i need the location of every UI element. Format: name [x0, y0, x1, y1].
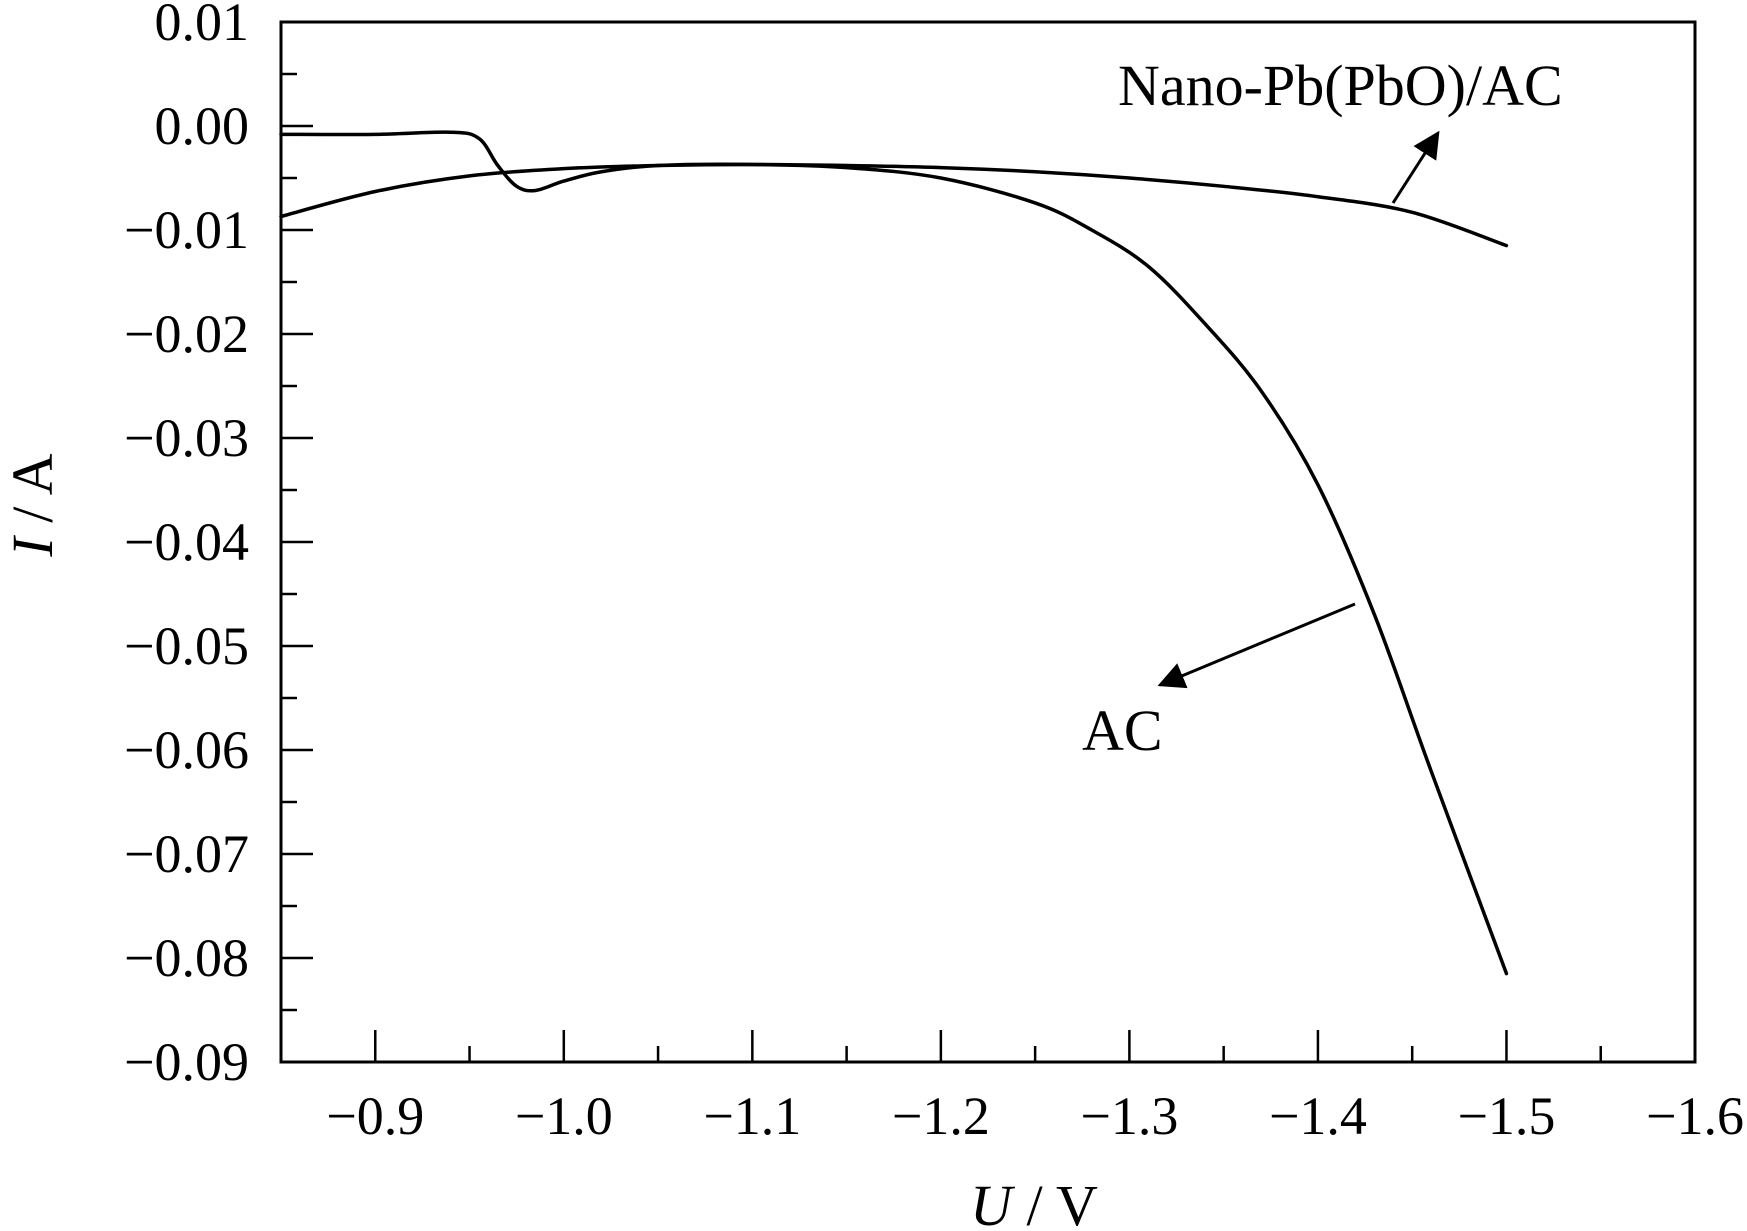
y-tick-label: −0.03: [124, 408, 249, 468]
series-line-nano-pb-pbo-ac: [279, 162, 1509, 248]
x-axis-title: U / V: [970, 1173, 1098, 1231]
y-tick-label: 0.00: [155, 96, 250, 156]
x-axis-title-symbol: U: [970, 1173, 1016, 1231]
y-axis-tick-labels: 0.01 0.00 −0.01 −0.02 −0.03 −0.04 −0.05 −0.06 −0…: [124, 0, 249, 1092]
series-line-ac: [279, 130, 1509, 976]
annotation-nano-pb-arrow: [1391, 130, 1440, 204]
x-axis-ticks: [374, 1030, 1697, 1062]
x-axis-tick-labels: −0.9 −1.0 −1.1 −1.2 −1.3 −1.4 −1.5 −1.6: [326, 1086, 1744, 1146]
y-tick-label: −0.06: [124, 720, 249, 780]
y-tick-label: −0.01: [124, 200, 249, 260]
y-tick-label: −0.07: [124, 824, 249, 884]
x-tick-label: −1.0: [515, 1086, 613, 1146]
annotation-nano-pb-label: Nano-Pb(PbO)/AC: [1118, 53, 1563, 118]
y-tick-label: −0.09: [124, 1032, 249, 1092]
y-axis-title-unit: / A: [0, 453, 65, 537]
x-tick-label: −0.9: [326, 1086, 424, 1146]
y-axis-title: I / A: [0, 453, 65, 557]
x-tick-label: −1.3: [1080, 1086, 1178, 1146]
y-tick-label: −0.05: [124, 616, 249, 676]
x-tick-label: −1.1: [703, 1086, 801, 1146]
y-tick-label: −0.08: [124, 928, 249, 988]
y-tick-label: −0.02: [124, 304, 249, 364]
y-axis-ticks: [281, 20, 313, 1064]
y-axis-title-symbol: I: [0, 535, 65, 558]
series-layer: [279, 130, 1509, 976]
y-tick-label: 0.01: [155, 0, 250, 52]
x-axis-title-unit: / V: [1012, 1173, 1098, 1231]
x-tick-label: −1.4: [1269, 1086, 1367, 1146]
annotation-ac-label: AC: [1082, 698, 1163, 763]
y-tick-label: −0.04: [124, 512, 249, 572]
x-tick-label: −1.5: [1457, 1086, 1555, 1146]
x-tick-label: −1.2: [892, 1086, 990, 1146]
x-tick-label: −1.6: [1646, 1086, 1744, 1146]
annotation-ac-arrow: [1157, 602, 1356, 689]
